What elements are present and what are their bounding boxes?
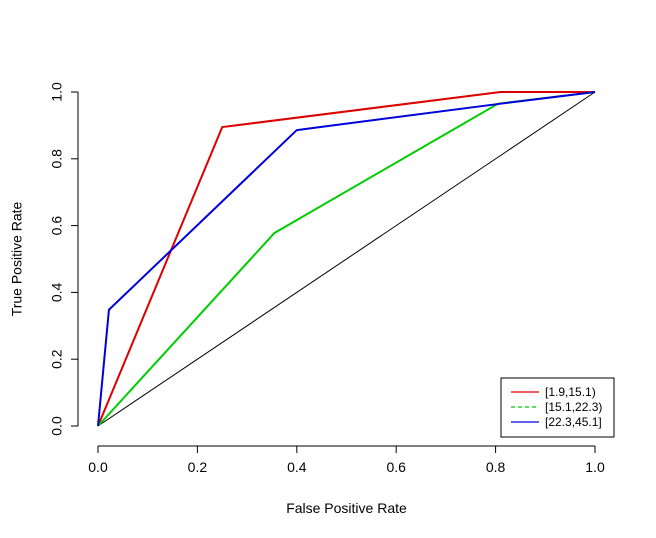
y-axis: 0.0 0.2 0.4 0.6 0.8 1.0 <box>49 82 79 436</box>
y-tick-label: 0.4 <box>49 282 65 302</box>
x-axis-label: False Positive Rate <box>286 500 407 516</box>
series-line-3 <box>97 91 596 427</box>
diagonal-reference <box>97 91 596 427</box>
legend-label: [22.3,45.1] <box>545 415 602 429</box>
series-layer <box>97 91 596 427</box>
y-tick-label: 0.6 <box>49 216 65 236</box>
x-tick-label: 1.0 <box>585 459 605 475</box>
legend: [1.9,15.1)[15.1,22.3)[22.3,45.1] <box>500 377 615 438</box>
x-tick-label: 0.4 <box>287 459 307 475</box>
series-line-1 <box>97 91 595 427</box>
y-axis-label: True Positive Rate <box>9 201 25 316</box>
y-tick-label: 0.8 <box>49 149 65 169</box>
y-tick-label: 1.0 <box>49 82 65 102</box>
x-tick-label: 0.8 <box>486 459 506 475</box>
diagonal-line <box>97 91 596 427</box>
legend-label: [15.1,22.3) <box>545 400 602 414</box>
y-tick-label: 0.2 <box>49 349 65 369</box>
x-tick-label: 0.0 <box>88 459 108 475</box>
y-tick-label: 0.0 <box>49 416 65 436</box>
legend-label: [1.9,15.1) <box>545 385 596 399</box>
x-axis: 0.0 0.2 0.4 0.6 0.8 1.0 <box>88 445 605 475</box>
x-tick-label: 0.2 <box>188 459 208 475</box>
x-tick-label: 0.6 <box>386 459 406 475</box>
